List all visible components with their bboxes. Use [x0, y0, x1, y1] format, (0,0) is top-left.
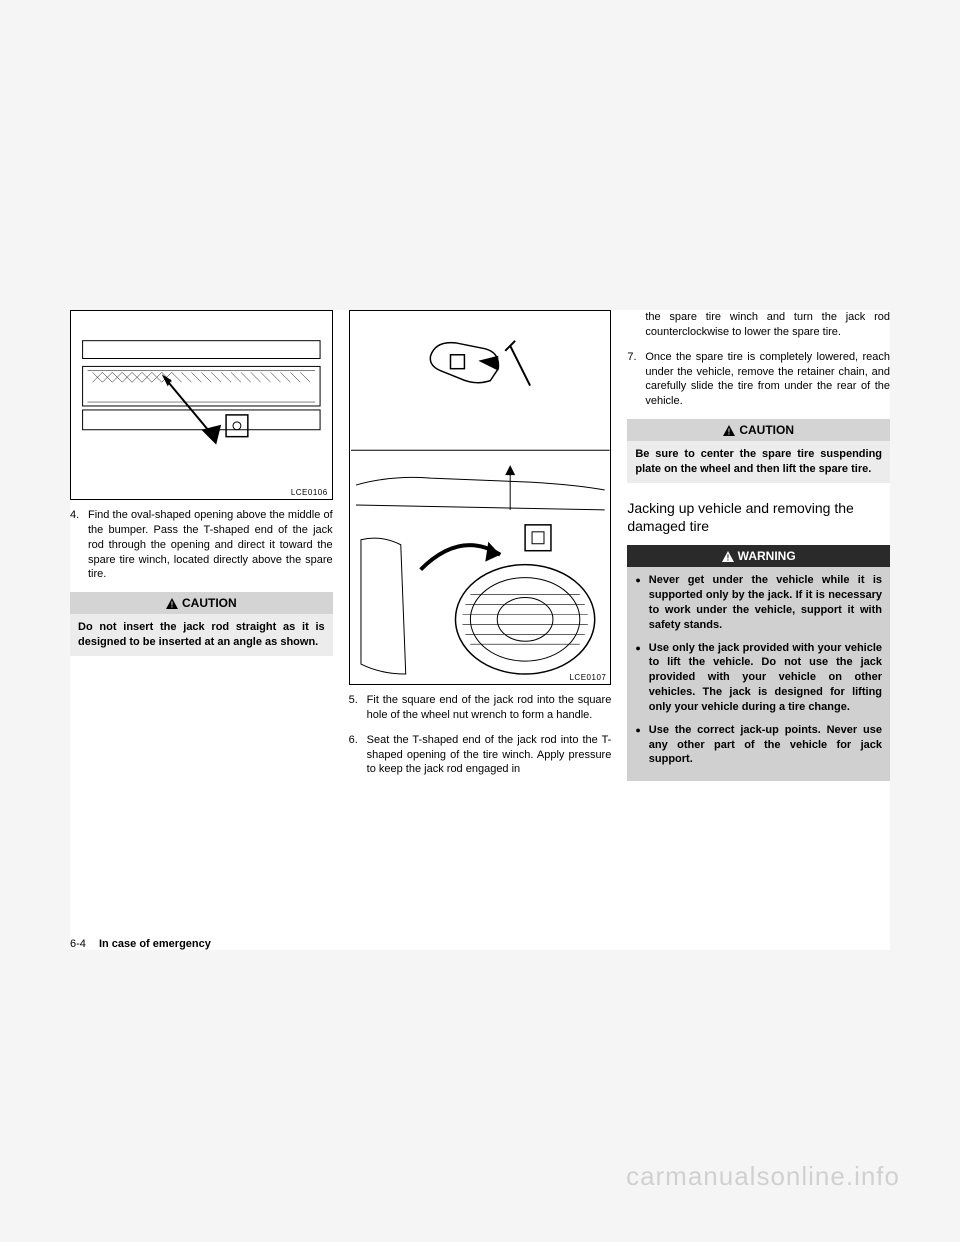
caution-triangle-icon: ! — [723, 425, 735, 436]
step-4: 4. Find the oval-shaped opening above th… — [70, 508, 333, 582]
figure-label: LCE0106 — [291, 488, 328, 497]
step-text: Fit the square end of the jack rod into … — [367, 693, 612, 723]
warning-bullet: Use only the jack provided with your veh… — [635, 641, 882, 715]
warning-header: ! WARNING — [627, 545, 890, 567]
bumper-diagram-icon — [71, 311, 332, 499]
step-text: Seat the T-shaped end of the jack rod in… — [367, 733, 612, 778]
step-number: 7. — [627, 350, 639, 409]
figure-lce0107: LCE0107 — [349, 310, 612, 685]
figure-label: LCE0107 — [569, 673, 606, 682]
subheading: Jacking up vehicle and removing the dama… — [627, 499, 890, 535]
step-6-continuation: the spare tire winch and turn the jack r… — [627, 310, 890, 340]
section-title: In case of emergency — [99, 938, 211, 950]
step-5: 5. Fit the square end of the jack rod in… — [349, 693, 612, 723]
caution-header: ! CAUTION — [627, 419, 890, 441]
caution-body: Do not insert the jack rod straight as i… — [70, 614, 333, 656]
manual-page: LCE0106 4. Find the oval-shaped opening … — [70, 310, 890, 950]
warning-bullet-list: Never get under the vehicle while it is … — [635, 573, 882, 767]
step-7: 7. Once the spare tire is completely low… — [627, 350, 890, 409]
caution-label: CAUTION — [739, 423, 794, 437]
step-6: 6. Seat the T-shaped end of the jack rod… — [349, 733, 612, 778]
warning-bullet: Use the correct jack-up points. Never us… — [635, 723, 882, 768]
warning-bullet-text: Use only the jack provided with your veh… — [649, 641, 882, 715]
caution-header: ! CAUTION — [70, 592, 333, 614]
warning-triangle-icon: ! — [722, 551, 734, 562]
column-middle: LCE0107 5. Fit the square end of the jac… — [349, 310, 612, 950]
caution-body: Be sure to center the spare tire suspend… — [627, 441, 890, 483]
svg-text:!: ! — [171, 600, 174, 609]
warning-body: Never get under the vehicle while it is … — [627, 567, 890, 781]
wrench-tire-diagram-icon — [350, 311, 611, 684]
step-number: 4. — [70, 508, 82, 582]
warning-bullet: Never get under the vehicle while it is … — [635, 573, 882, 632]
svg-text:!: ! — [728, 427, 731, 436]
warning-label: WARNING — [738, 549, 796, 563]
step-text: Find the oval-shaped opening above the m… — [88, 508, 333, 582]
watermark: carmanualsonline.info — [626, 1161, 900, 1192]
step-number: 5. — [349, 693, 361, 723]
page-number: 6-4 — [70, 938, 86, 950]
column-right: the spare tire winch and turn the jack r… — [627, 310, 890, 950]
svg-text:!: ! — [726, 553, 729, 562]
warning-bullet-text: Use the correct jack-up points. Never us… — [649, 723, 882, 768]
figure-lce0106: LCE0106 — [70, 310, 333, 500]
page-footer: 6-4 In case of emergency — [70, 938, 211, 950]
column-left: LCE0106 4. Find the oval-shaped opening … — [70, 310, 333, 950]
warning-bullet-text: Never get under the vehicle while it is … — [649, 573, 882, 632]
caution-label: CAUTION — [182, 596, 237, 610]
caution-triangle-icon: ! — [166, 598, 178, 609]
step-text: Once the spare tire is completely lowere… — [645, 350, 890, 409]
step-number: 6. — [349, 733, 361, 778]
